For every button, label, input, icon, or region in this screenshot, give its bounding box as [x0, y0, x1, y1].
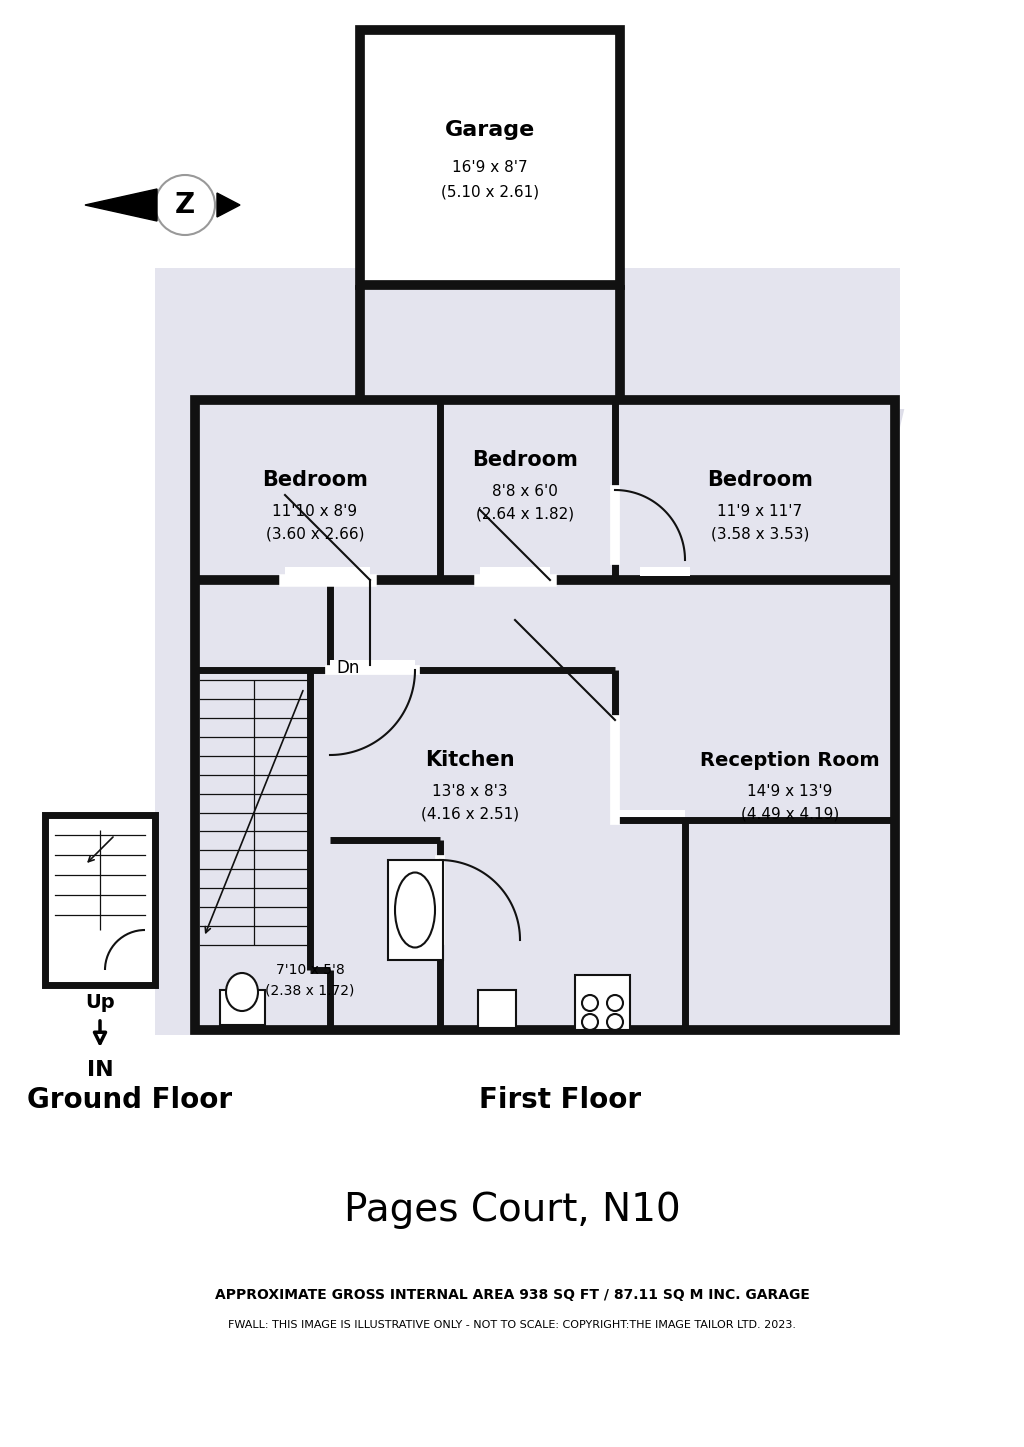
Text: (3.60 x 2.66): (3.60 x 2.66) — [266, 527, 365, 541]
Text: 11'9 x 11'7: 11'9 x 11'7 — [718, 505, 803, 519]
Bar — [640, 566, 690, 576]
Text: 8'8 x 6'0: 8'8 x 6'0 — [493, 485, 558, 499]
Text: (3.58 x 3.53): (3.58 x 3.53) — [711, 527, 809, 541]
Bar — [220, 990, 265, 1024]
Text: IN: IN — [87, 1061, 114, 1079]
Text: (4.16 x 2.51): (4.16 x 2.51) — [421, 806, 519, 822]
Text: Up: Up — [85, 994, 115, 1013]
Text: (5.10 x 2.61): (5.10 x 2.61) — [441, 185, 539, 200]
Text: W: W — [546, 398, 913, 722]
Text: Kitchen: Kitchen — [425, 750, 515, 770]
Bar — [360, 285, 620, 399]
Text: (4.49 x 4.19): (4.49 x 4.19) — [741, 806, 839, 822]
Text: 13'8 x 8'3: 13'8 x 8'3 — [432, 784, 508, 800]
Text: Z: Z — [175, 191, 195, 218]
Bar — [285, 566, 370, 576]
Text: (2.64 x 1.82): (2.64 x 1.82) — [476, 506, 574, 521]
Text: 16'9 x 8'7: 16'9 x 8'7 — [453, 161, 527, 175]
Circle shape — [155, 175, 215, 234]
Bar — [45, 815, 155, 985]
Bar — [480, 566, 550, 576]
Bar — [155, 268, 900, 1035]
Text: 11'10 x 8'9: 11'10 x 8'9 — [272, 505, 357, 519]
Text: I: I — [476, 459, 585, 741]
Text: Bedroom: Bedroom — [472, 450, 578, 470]
Bar — [611, 491, 618, 540]
Polygon shape — [85, 190, 157, 221]
Text: 7'10 x 5'8: 7'10 x 5'8 — [275, 964, 344, 977]
Bar — [195, 399, 895, 1030]
Text: T: T — [221, 398, 449, 722]
Text: FWALL: THIS IMAGE IS ILLUSTRATIVE ONLY - NOT TO SCALE: COPYRIGHT:THE IMAGE TAILO: FWALL: THIS IMAGE IS ILLUSTRATIVE ONLY -… — [228, 1320, 796, 1330]
Bar — [436, 860, 443, 941]
Bar — [575, 975, 630, 1030]
Bar — [480, 566, 540, 576]
Bar — [611, 491, 618, 560]
Text: Garage: Garage — [444, 120, 536, 140]
Text: Dn: Dn — [336, 658, 359, 677]
Text: Bedroom: Bedroom — [707, 470, 813, 491]
Ellipse shape — [226, 972, 258, 1011]
Text: Bedroom: Bedroom — [262, 470, 368, 491]
Bar — [388, 860, 443, 959]
Text: Pages Court, N10: Pages Court, N10 — [344, 1191, 680, 1229]
Bar — [478, 990, 516, 1027]
Ellipse shape — [395, 873, 435, 948]
Text: Reception Room: Reception Room — [700, 751, 880, 770]
Bar — [615, 809, 685, 816]
Text: (2.38 x 1.72): (2.38 x 1.72) — [265, 983, 354, 997]
Bar — [611, 721, 618, 820]
Text: First Floor: First Floor — [479, 1087, 641, 1114]
Text: Ground Floor: Ground Floor — [28, 1087, 232, 1114]
Polygon shape — [217, 192, 240, 217]
Bar — [330, 660, 415, 667]
Bar — [360, 30, 620, 285]
Text: 14'9 x 13'9: 14'9 x 13'9 — [748, 784, 833, 800]
Text: APPROXIMATE GROSS INTERNAL AREA 938 SQ FT / 87.11 SQ M INC. GARAGE: APPROXIMATE GROSS INTERNAL AREA 938 SQ F… — [215, 1288, 809, 1302]
